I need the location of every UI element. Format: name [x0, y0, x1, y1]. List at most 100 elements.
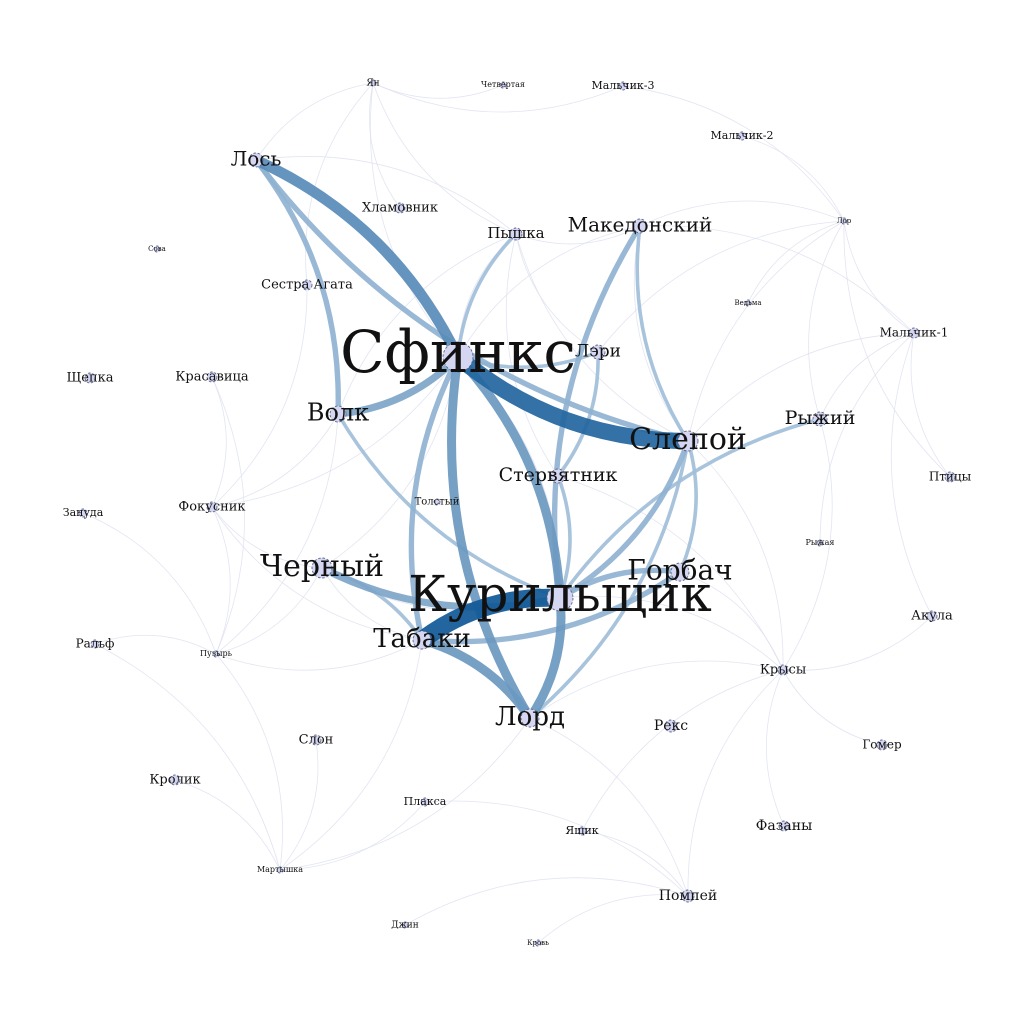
node-label-monkey: Мартышка — [257, 865, 303, 874]
node-shark[interactable] — [926, 610, 938, 622]
edge-tabaki-lord — [417, 635, 535, 723]
node-crybaby[interactable] — [420, 797, 430, 807]
background-edge-macedonian-pyshka — [515, 225, 641, 245]
background-edge-black-bubble — [215, 567, 323, 655]
node-rats[interactable] — [777, 664, 789, 676]
node-red[interactable] — [812, 411, 828, 427]
background-edge-red-lor — [808, 220, 845, 420]
node-label-homer: Гомер — [862, 738, 902, 752]
edge-sphinx-wolf — [334, 353, 462, 418]
edge-smoker-vulture — [556, 474, 572, 600]
background-edge-macedonian-lor — [639, 200, 845, 227]
node-hlamovnik[interactable] — [394, 202, 406, 214]
node-lor[interactable] — [840, 217, 848, 225]
background-edge-djinn-pompey — [404, 877, 689, 926]
node-label-chip: Щепка — [66, 371, 113, 386]
background-edge-vulture-rats — [557, 475, 784, 671]
node-homer[interactable] — [876, 739, 888, 751]
node-box[interactable] — [577, 826, 587, 836]
node-humpback[interactable] — [670, 562, 690, 582]
edge-moose-wolf — [253, 157, 341, 417]
node-ralph[interactable] — [90, 639, 100, 649]
edge-smoker-red — [558, 417, 822, 600]
background-edge-black-magician — [211, 506, 323, 569]
node-redgirl[interactable] — [816, 539, 824, 547]
node-smoker[interactable] — [546, 584, 574, 612]
background-edge-crybaby-pompey — [424, 800, 689, 897]
node-label-moose: Лось — [231, 147, 282, 171]
node-agata[interactable] — [301, 279, 313, 291]
node-chip[interactable] — [84, 372, 96, 384]
node-lary[interactable] — [590, 344, 606, 360]
node-label-ralph: Ральф — [76, 637, 115, 651]
background-edge-blind-lor — [687, 220, 845, 442]
node-label-sova: Сова — [148, 245, 166, 253]
background-edge-tabaki-black — [321, 567, 423, 641]
node-wolf[interactable] — [329, 405, 347, 423]
background-edge-birds-boy1 — [910, 332, 951, 478]
background-edge-bore-bubble — [82, 512, 217, 655]
background-edge-boy3-yan — [372, 82, 624, 113]
node-fat[interactable] — [433, 498, 441, 506]
background-edge-sphinx-macedonian — [457, 225, 641, 358]
background-edge-magician-bubble — [211, 506, 231, 655]
node-blood[interactable] — [534, 939, 542, 947]
node-fourth[interactable] — [499, 81, 507, 89]
background-edges — [82, 82, 951, 944]
background-edge-smoker-rats — [559, 595, 784, 671]
node-label-box: Ящик — [565, 824, 598, 837]
background-edge-boy3-lor — [622, 85, 845, 222]
node-label-redgirl: Рыжая — [806, 538, 835, 547]
node-pheasants[interactable] — [778, 820, 790, 832]
node-boy2[interactable] — [737, 131, 747, 141]
node-label-wolf: Волк — [307, 399, 369, 427]
node-tabaki[interactable] — [412, 630, 432, 650]
node-rex[interactable] — [664, 719, 678, 733]
node-blind[interactable] — [677, 430, 699, 452]
node-vulture[interactable] — [550, 468, 566, 484]
background-edge-tabaki-bubble — [215, 639, 423, 671]
background-edge-ralph-monkey — [94, 643, 281, 871]
node-sphinx[interactable] — [442, 341, 474, 373]
node-label-beauty: Красавица — [175, 370, 249, 385]
background-edge-tabaki-magician — [211, 506, 423, 641]
edge-tabaki-smoker — [413, 588, 569, 649]
edge-sphinx-pyshka — [456, 232, 518, 359]
node-pompey[interactable] — [681, 889, 695, 903]
node-yan[interactable] — [369, 79, 377, 87]
node-boy1[interactable] — [908, 327, 920, 339]
background-edge-pyshka-yan — [372, 82, 517, 235]
background-edge-fourth-yan — [372, 82, 504, 99]
node-vedma[interactable] — [744, 299, 752, 307]
node-elephant[interactable] — [310, 734, 322, 746]
node-beauty[interactable] — [206, 371, 218, 383]
node-bubble[interactable] — [212, 650, 220, 658]
node-label-bore: Зануда — [63, 506, 104, 519]
node-birds[interactable] — [944, 471, 956, 483]
node-rabbit[interactable] — [169, 774, 181, 786]
node-magician[interactable] — [206, 501, 218, 513]
background-edge-red-boy1 — [819, 332, 915, 420]
node-lord[interactable] — [520, 708, 540, 728]
background-edge-birds-lor — [843, 220, 951, 478]
node-djinn[interactable] — [401, 921, 409, 929]
background-edge-blood-pompey — [537, 894, 689, 944]
node-label-shark: Акула — [911, 609, 953, 624]
node-black[interactable] — [311, 557, 333, 579]
background-edge-homer-rats — [782, 669, 883, 746]
node-label-rats: Крысы — [760, 663, 806, 678]
node-monkey[interactable] — [276, 866, 284, 874]
node-moose[interactable] — [248, 152, 264, 168]
node-macedonian[interactable] — [632, 218, 648, 234]
background-edge-hlamovnik-yan — [369, 82, 401, 209]
background-edge-pompey-rats — [687, 669, 784, 897]
background-edge-wolf-pyshka — [337, 233, 517, 415]
node-label-vulture: Стервятник — [499, 464, 618, 486]
node-boy3[interactable] — [618, 81, 628, 91]
node-pyshka[interactable] — [509, 227, 523, 241]
node-bore[interactable] — [78, 508, 88, 518]
background-edge-agata-magician — [211, 284, 308, 508]
node-sova[interactable] — [153, 245, 161, 253]
label-layer: Сфинкс Курильщик Слепой Табаки Горбач Черный Л… — [63, 79, 972, 948]
